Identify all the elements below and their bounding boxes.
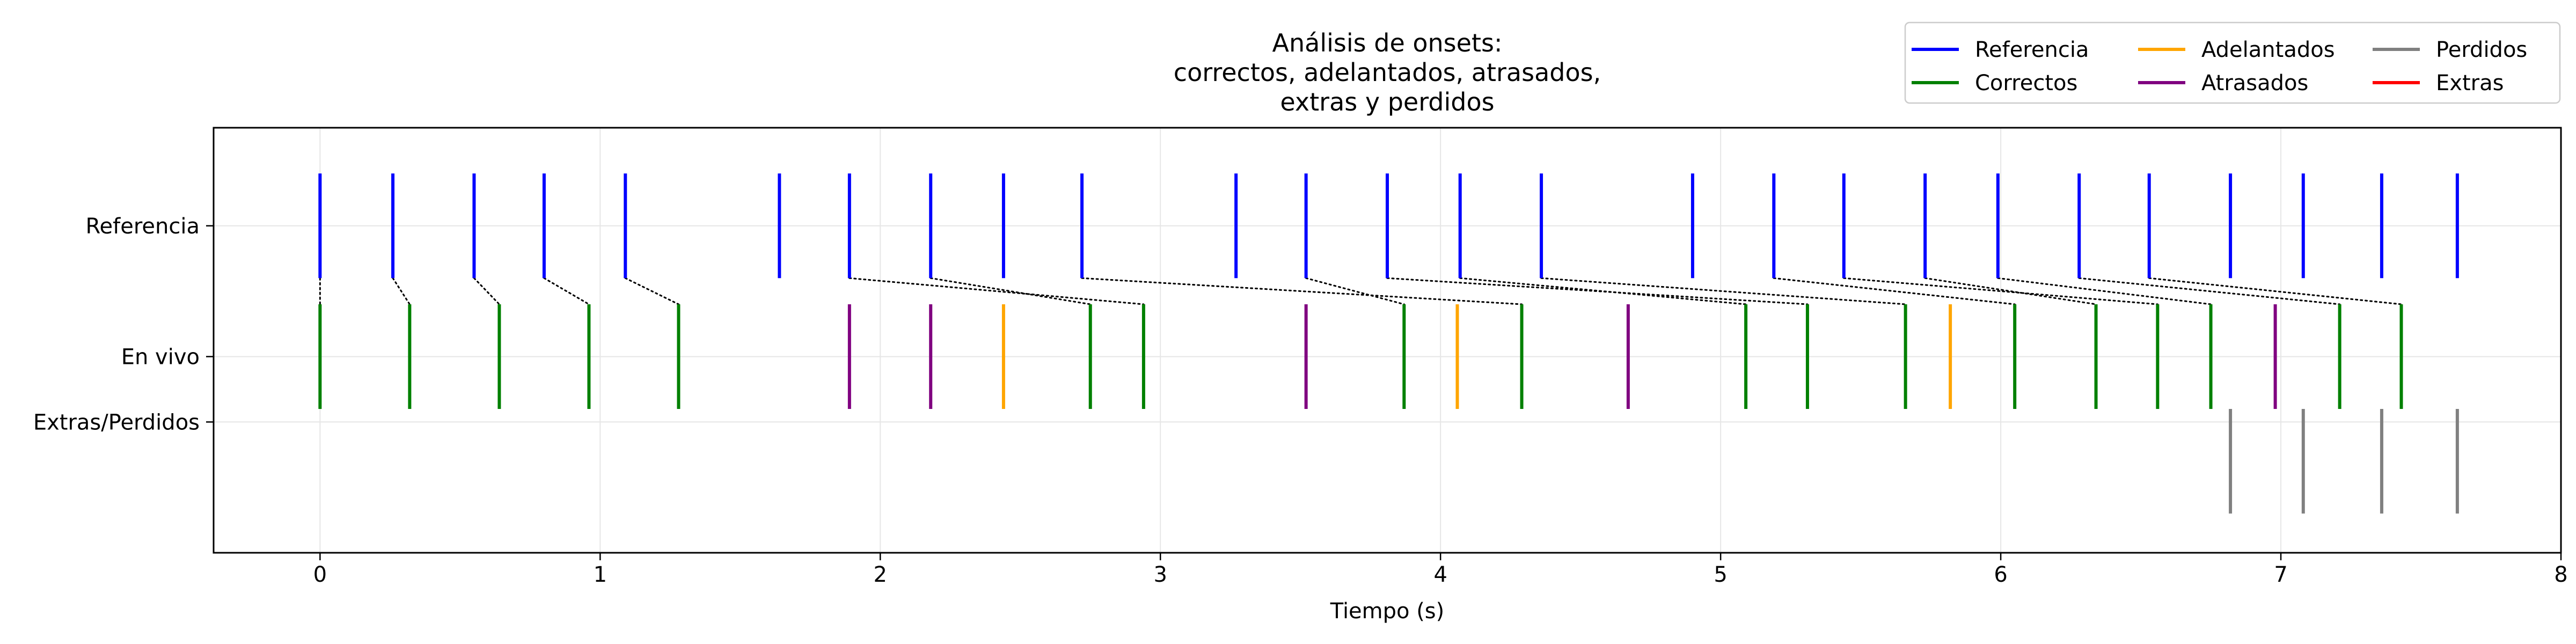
x-tick-label: 8 (2554, 562, 2567, 587)
match-line (2148, 277, 2402, 305)
match-line (1305, 277, 1405, 305)
legend-label-missed: Perdidos (2436, 38, 2527, 62)
legend-label-late: Atrasados (2201, 71, 2308, 96)
ticks-layer: 0 1 2 3 4 5 6 7 8 Referencia En vivo Extras/Perdido… (33, 214, 2568, 587)
match-line (543, 277, 590, 305)
chart-title-line-2: correctos, adelantados, atrasados, (1174, 58, 1601, 87)
grid-layer (214, 128, 2562, 553)
legend-label-reference: Referencia (1975, 38, 2089, 62)
chart-title-line-3: extras y perdidos (1280, 87, 1494, 116)
match-line (473, 277, 500, 305)
y-tick-label: Extras/Perdidos (33, 410, 200, 435)
y-tick-label: En vivo (121, 345, 200, 369)
x-tick-label: 2 (874, 562, 887, 587)
match-line (2078, 277, 2341, 305)
match-line (1924, 277, 2097, 305)
x-tick-label: 7 (2274, 562, 2287, 587)
match-line (1540, 277, 1907, 305)
x-tick-label: 3 (1153, 562, 1167, 587)
match-line (1843, 277, 2158, 305)
match-line (848, 277, 1145, 305)
x-tick-label: 6 (1994, 562, 2007, 587)
legend-label-extra: Extras (2436, 71, 2504, 96)
legend: Referencia Correctos Adelantados Atrasados P… (1904, 21, 2561, 104)
legend-items: Referencia Correctos Adelantados Atrasados P… (1912, 38, 2527, 96)
y-tick-label: Referencia (86, 214, 200, 239)
match-lines-layer (319, 277, 2402, 305)
match-line (624, 277, 679, 305)
legend-label-correct: Correctos (1975, 71, 2077, 96)
match-line (1081, 277, 1523, 305)
x-tick-label: 5 (1714, 562, 1727, 587)
x-axis-label: Tiempo (s) (1330, 599, 1445, 624)
match-line (1997, 277, 2212, 305)
legend-label-early: Adelantados (2201, 38, 2335, 62)
match-line (1459, 277, 1747, 305)
x-tick-label: 4 (1433, 562, 1447, 587)
match-line (930, 277, 1092, 305)
match-line (392, 277, 411, 305)
x-tick-label: 1 (594, 562, 607, 587)
x-tick-label: 0 (313, 562, 327, 587)
match-line (1773, 277, 2016, 305)
chart-title-line-1: Análisis de onsets: (1272, 28, 1503, 57)
plot-frame (213, 127, 2562, 554)
onset-marks-layer (318, 173, 2459, 514)
